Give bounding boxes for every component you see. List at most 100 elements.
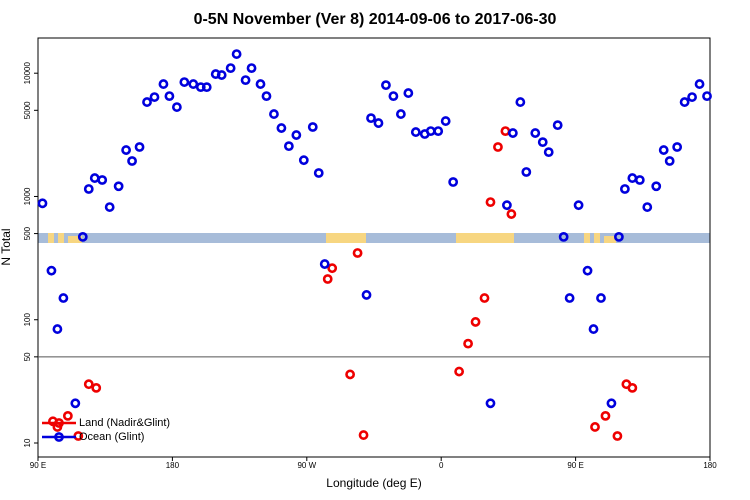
point xyxy=(91,382,102,393)
x-tick-label: 90 W xyxy=(297,461,316,470)
point xyxy=(664,156,675,166)
point xyxy=(552,120,563,131)
point xyxy=(627,382,638,393)
point xyxy=(679,97,690,107)
y-axis-label: N Total xyxy=(0,228,13,265)
y-tick-label: 5000 xyxy=(23,101,32,119)
point xyxy=(113,181,124,192)
point xyxy=(433,126,444,137)
point xyxy=(658,145,669,155)
point xyxy=(672,142,683,152)
point xyxy=(291,130,302,140)
band-land xyxy=(456,233,514,243)
point xyxy=(395,109,406,119)
point xyxy=(269,109,279,119)
x-tick-label: 180 xyxy=(166,461,180,470)
point xyxy=(307,122,318,132)
point xyxy=(425,126,436,137)
point xyxy=(573,200,584,211)
point xyxy=(127,156,137,166)
point xyxy=(463,338,473,349)
point xyxy=(702,91,712,101)
point xyxy=(313,168,324,178)
point xyxy=(283,141,294,152)
y-tick-label: 100 xyxy=(23,313,32,327)
point xyxy=(52,324,63,334)
point xyxy=(171,102,182,112)
band-land xyxy=(326,233,366,243)
point xyxy=(493,142,503,152)
point xyxy=(614,231,624,242)
point xyxy=(345,369,356,380)
point xyxy=(537,137,548,148)
point xyxy=(410,127,421,137)
point xyxy=(46,265,57,276)
point xyxy=(582,265,593,276)
point xyxy=(627,173,638,183)
point xyxy=(70,398,81,409)
point xyxy=(104,202,115,212)
point xyxy=(440,116,451,126)
band-land xyxy=(68,236,82,243)
point xyxy=(470,317,481,327)
x-tick-label: 90 E xyxy=(567,461,583,470)
x-axis-label: Longitude (deg E) xyxy=(326,476,421,490)
point xyxy=(201,82,212,93)
point xyxy=(521,167,532,177)
point xyxy=(246,63,257,73)
point xyxy=(694,79,705,89)
legend-marker xyxy=(54,418,64,428)
point xyxy=(327,263,338,274)
legend-label: Ocean (Glint) xyxy=(79,431,144,443)
point xyxy=(596,293,606,303)
point xyxy=(352,248,363,258)
point xyxy=(619,184,630,194)
point xyxy=(366,113,376,124)
point xyxy=(361,290,372,300)
band-land xyxy=(584,233,590,243)
point xyxy=(240,75,251,86)
chart-title: 0-5N November (Ver 8) 2014-09-06 to 2017… xyxy=(194,11,557,28)
point xyxy=(500,126,511,137)
band-land xyxy=(58,233,64,243)
land-mask-band xyxy=(38,233,710,243)
point xyxy=(600,410,611,421)
y-tick-label: 1000 xyxy=(23,187,32,205)
point xyxy=(319,259,330,269)
point xyxy=(543,147,554,158)
point xyxy=(158,79,169,89)
x-tick-label: 0 xyxy=(439,461,444,470)
y-tick-label: 10 xyxy=(23,438,32,447)
plot-frame xyxy=(37,37,711,458)
point xyxy=(448,177,459,187)
legend-marker xyxy=(54,432,64,442)
point xyxy=(255,79,266,89)
point xyxy=(388,91,399,101)
point xyxy=(485,197,496,208)
point xyxy=(149,92,160,102)
point xyxy=(373,118,384,128)
point xyxy=(612,431,623,441)
band-land xyxy=(594,233,600,243)
point xyxy=(231,49,242,59)
point xyxy=(58,293,69,303)
point xyxy=(590,422,600,432)
point xyxy=(479,293,490,303)
point xyxy=(37,198,48,209)
point xyxy=(454,366,465,377)
point xyxy=(381,80,391,91)
y-tick-label: 50 xyxy=(23,352,32,361)
point xyxy=(687,92,697,102)
point xyxy=(515,97,526,107)
y-tick-label: 10000 xyxy=(23,62,32,85)
point xyxy=(507,128,518,138)
point xyxy=(77,231,88,242)
point xyxy=(530,128,541,138)
x-tick-label: 180 xyxy=(703,461,717,470)
point xyxy=(485,398,496,409)
point xyxy=(502,200,512,211)
point xyxy=(164,91,175,101)
x-tick-label: 90 E xyxy=(30,461,46,470)
point xyxy=(403,88,414,98)
